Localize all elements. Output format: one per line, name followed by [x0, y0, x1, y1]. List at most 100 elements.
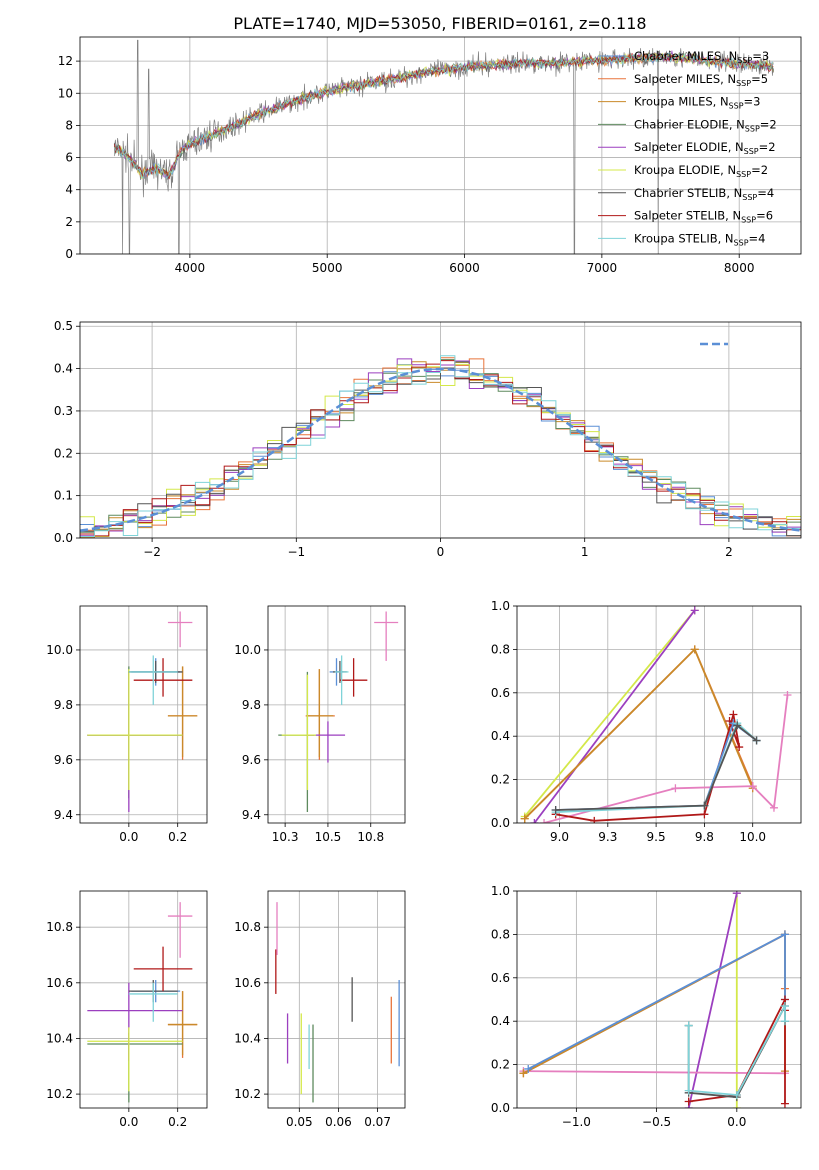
errorbar-point — [278, 671, 315, 813]
y-tick-label: 9.4 — [54, 808, 73, 822]
plot-area-age_vs_mass — [268, 606, 405, 823]
plot-area-residuals — [80, 322, 801, 538]
errorbar-point — [167, 666, 198, 758]
axes-frame — [516, 890, 802, 1109]
normal-reference-curve — [80, 367, 801, 532]
y-tick-label: 9.4 — [242, 808, 261, 822]
y-tick-label: 9.8 — [242, 698, 261, 712]
y-tick-label: 0.6 — [491, 686, 510, 700]
residual-histogram — [80, 367, 801, 537]
weight-marker — [684, 1097, 693, 1106]
x-tick-label: 0 — [437, 545, 445, 559]
errorbar-point — [167, 991, 198, 1056]
errorbar-point — [133, 658, 193, 697]
y-tick-label: 0.2 — [491, 773, 510, 787]
x-tick-label: 9.0 — [550, 830, 569, 844]
axes-frame — [79, 605, 208, 824]
weight-series-line — [524, 609, 696, 818]
x-tick-label: 0.2 — [168, 1115, 187, 1129]
plot-area-weight_vs_Z — [517, 891, 801, 1108]
y-tick-label: 0.0 — [491, 1101, 510, 1115]
panel-mass_vs_Z: 0.0 0.2 10.2 10.4 10.6 10.8 — [46, 890, 208, 1129]
weight-marker — [530, 819, 539, 823]
weight-marker — [732, 891, 741, 898]
weight-series-line — [533, 609, 696, 823]
x-tick-label: 10.3 — [272, 830, 299, 844]
weight-marker — [780, 930, 789, 939]
plot-area-weight_vs_age — [517, 606, 801, 823]
x-tick-label: −1 — [287, 545, 305, 559]
errorbar-point — [167, 902, 193, 958]
weight-series-line — [523, 1070, 786, 1075]
y-tick-label: 10.6 — [46, 976, 73, 990]
errorbar-point — [87, 666, 183, 799]
plot-area-mass_vs_EBV — [268, 891, 405, 1108]
x-tick-label: 0.0 — [119, 1115, 138, 1129]
panel-weight_vs_Z: −1.0 −0.5 0.0 0.0 0.2 0.4 0.6 0.8 1.0 — [491, 884, 802, 1129]
legend-label: Kroupa ELODIE, NSSP=2 — [634, 163, 768, 179]
y-tick-label: 9.8 — [54, 698, 73, 712]
y-tick-label: 10.0 — [46, 643, 73, 657]
y-tick-label: 0.0 — [54, 531, 73, 545]
errorbar-point — [281, 674, 316, 791]
weight-marker — [732, 1090, 741, 1099]
legend-label: Chabrier MILES, NSSP=3 — [634, 49, 769, 65]
plot-area-mass_vs_Z — [80, 891, 207, 1108]
weight-marker — [540, 819, 549, 823]
x-tick-label: 1 — [581, 545, 589, 559]
y-tick-label: 6 — [65, 151, 73, 165]
legend-label: Chabrier ELODIE, NSSP=2 — [634, 117, 777, 133]
errorbar-point — [128, 982, 178, 1022]
x-tick-label: 0.06 — [325, 1115, 352, 1129]
weight-marker — [690, 606, 699, 615]
axes-frame — [267, 890, 406, 1109]
y-tick-label: 0.4 — [54, 362, 73, 376]
y-tick-label: 10.8 — [46, 920, 73, 934]
weight-series-line — [524, 647, 754, 820]
y-tick-label: 0.4 — [491, 729, 510, 743]
x-tick-label: 0.2 — [168, 830, 187, 844]
x-tick-label: −2 — [143, 545, 161, 559]
residual-histogram — [80, 355, 801, 537]
weight-marker — [748, 782, 757, 791]
x-tick-label: 0.0 — [119, 830, 138, 844]
panel-weight_vs_age: 9.0 9.3 9.5 9.8 10.0 0.0 0.2 0.4 0.6 0.8 1.0 — [491, 599, 802, 844]
weight-marker — [733, 721, 742, 730]
y-tick-label: 9.6 — [242, 753, 261, 767]
panel-residuals: −2 −1 0 1 2 0.0 0.1 0.2 0.3 0.4 0.5 — [54, 319, 802, 559]
x-tick-label: 10.5 — [315, 830, 342, 844]
legend: Chabrier MILES, NSSP=3 Salpeter MILES, NS… — [598, 49, 777, 247]
y-tick-label: 10.2 — [46, 1087, 73, 1101]
y-tick-label: 0.3 — [54, 404, 73, 418]
x-tick-label: 8000 — [724, 261, 755, 275]
errorbar-point — [305, 669, 335, 760]
legend-label: Kroupa MILES, NSSP=3 — [634, 95, 761, 111]
weight-marker — [684, 1086, 693, 1095]
y-tick-label: 4 — [65, 183, 73, 197]
weight-marker — [769, 803, 778, 812]
panel-age_vs_mass: 10.3 10.5 10.8 9.4 9.6 9.8 10.0 — [234, 605, 406, 844]
errorbar-point — [87, 671, 183, 813]
weight-series-line — [555, 723, 758, 811]
errorbar-point — [374, 611, 399, 661]
errorbar-point — [87, 1027, 183, 1092]
y-tick-label: 1.0 — [491, 599, 510, 613]
x-tick-label: 9.8 — [695, 830, 714, 844]
panel-spectrum: 4000 5000 6000 7000 8000 0 2 4 6 8 10 12 Chabrier MI… — [58, 36, 802, 275]
x-tick-label: 10.0 — [739, 830, 766, 844]
axes-frame — [79, 321, 802, 539]
weight-series-line — [543, 694, 789, 823]
x-tick-label: 6000 — [449, 261, 480, 275]
x-tick-label: 7000 — [587, 261, 618, 275]
x-tick-label: 5000 — [312, 261, 343, 275]
x-tick-label: 4000 — [175, 261, 206, 275]
model-spectrum — [113, 50, 774, 181]
y-tick-label: 8 — [65, 118, 73, 132]
y-tick-label: 12 — [58, 54, 73, 68]
legend-label: Kroupa STELIB, NSSP=4 — [634, 231, 766, 247]
x-tick-label: 2 — [725, 545, 733, 559]
x-tick-label: 9.3 — [598, 830, 617, 844]
panel-mass_vs_EBV: 0.05 0.06 0.07 10.2 10.4 10.6 10.8 — [234, 890, 406, 1129]
y-tick-label: 0.8 — [491, 927, 510, 941]
